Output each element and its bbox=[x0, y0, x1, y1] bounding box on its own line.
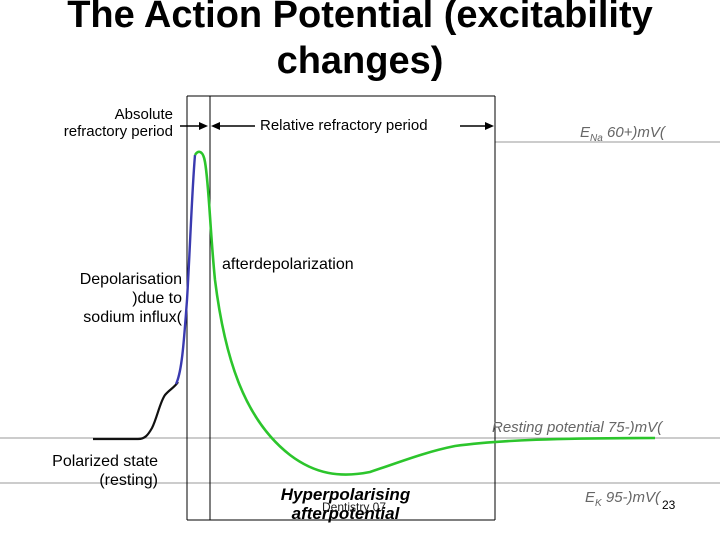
resting-potential-label: Resting potential 75-)mV( bbox=[492, 419, 663, 436]
ena-label: ENa 60+)mV( bbox=[580, 124, 665, 144]
afterdepolarization-label: afterdepolarization bbox=[222, 256, 354, 273]
depolarisation-label: Depolarisation )due to sodium influx( bbox=[79, 271, 182, 326]
absolute-refractory-label: Absolute refractory period bbox=[63, 106, 173, 140]
ek-label: EK 95-)mV( bbox=[585, 489, 661, 509]
title-line-1: The Action Potential (excitability bbox=[67, 0, 653, 36]
footer-text: Dentistry 07 bbox=[322, 500, 387, 514]
slide-number: 23 bbox=[662, 498, 676, 512]
hyperpolarising-label: Hyperpolarising afterpotential bbox=[280, 485, 411, 523]
relative-period-left-arrow bbox=[211, 122, 255, 130]
relative-refractory-label: Relative refractory period bbox=[260, 117, 428, 134]
slide-title: The Action Potential (excitability chang… bbox=[0, 0, 720, 84]
depolarization-trace bbox=[174, 154, 197, 385]
polarized-state-label: Polarized state (resting) bbox=[52, 453, 158, 489]
absolute-period-arrow bbox=[180, 122, 208, 130]
baseline-trace bbox=[93, 381, 179, 441]
repolarization-trace bbox=[193, 150, 656, 476]
title-line-2: changes) bbox=[276, 40, 444, 82]
relative-period-right-arrow bbox=[460, 122, 494, 130]
